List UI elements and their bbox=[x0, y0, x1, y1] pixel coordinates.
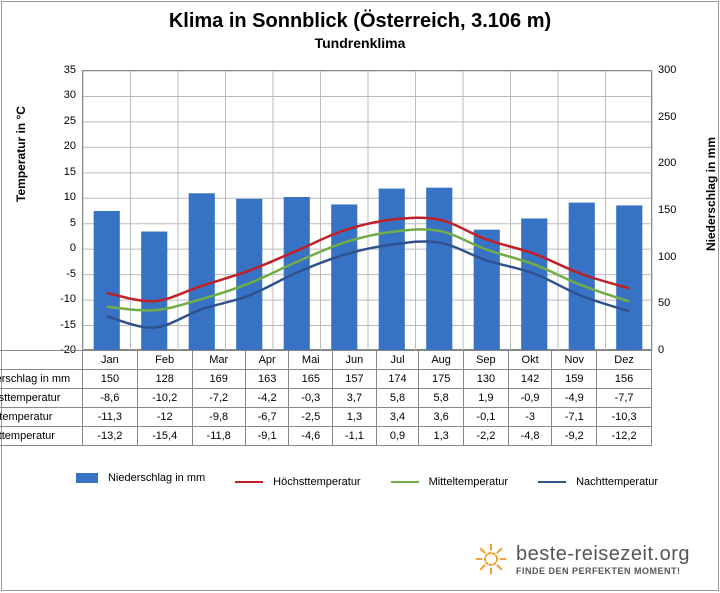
climate-table: JanFebMarAprMaiJunJulAugSepOktNovDezNied… bbox=[0, 350, 652, 446]
data-table: JanFebMarAprMaiJunJulAugSepOktNovDezNied… bbox=[82, 350, 652, 446]
chart-subtitle: Tundrenklima bbox=[2, 33, 718, 51]
y1-ticks: -20-15-10-505101520253035 bbox=[44, 70, 80, 350]
y2-ticks: 050100150200250300 bbox=[654, 70, 690, 350]
y2-axis-label: Niederschlag in mm bbox=[704, 137, 718, 251]
logo-tagline: FINDE DEN PERFEKTEN MOMENT! bbox=[516, 566, 690, 576]
logo-text: beste-reisezeit.org bbox=[516, 543, 690, 566]
plot-area bbox=[82, 70, 652, 350]
legend: Niederschlag in mmHöchsttemperaturMittel… bbox=[2, 472, 720, 488]
logo-text-block: beste-reisezeit.org FINDE DEN PERFEKTEN … bbox=[516, 543, 690, 576]
chart-title: Klima in Sonnblick (Österreich, 3.106 m) bbox=[2, 2, 718, 33]
sun-icon bbox=[474, 542, 508, 576]
chart-svg bbox=[83, 71, 653, 351]
y1-axis-label: Temperatur in °C bbox=[14, 106, 28, 202]
site-logo: beste-reisezeit.org FINDE DEN PERFEKTEN … bbox=[474, 542, 690, 576]
climate-chart-frame: Klima in Sonnblick (Österreich, 3.106 m)… bbox=[1, 1, 719, 591]
